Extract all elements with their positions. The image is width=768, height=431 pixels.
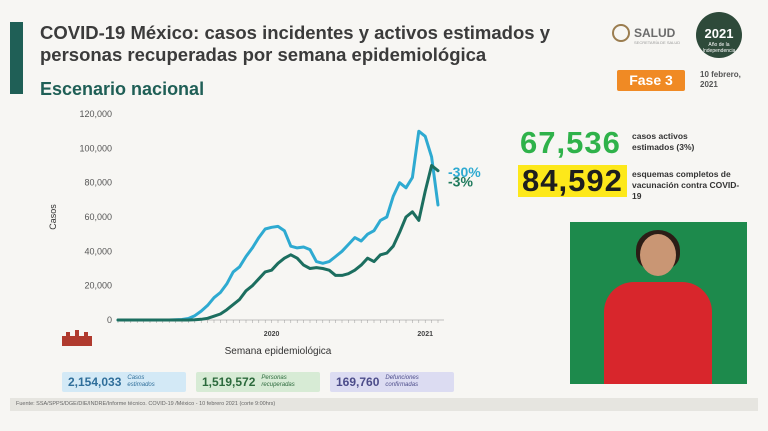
accent-bar — [10, 22, 23, 94]
y-tick-label: 0 — [107, 315, 112, 325]
stat-label: Casos estimados — [127, 375, 155, 388]
series-line-estimated — [116, 129, 440, 322]
y-tick-label: 120,000 — [79, 109, 112, 119]
report-date-line2: 2021 — [700, 80, 718, 89]
stats-row: 2,154,033 Casos estimados 1,519,572 Pers… — [62, 372, 454, 392]
stat-value: 1,519,572 — [202, 375, 256, 389]
y-tick-label: 80,000 — [84, 178, 112, 188]
slide-subtitle: Escenario nacional — [40, 79, 205, 99]
vaccination-label: esquemas completos de vacunación contra … — [632, 169, 740, 201]
interpreter-body — [604, 282, 712, 384]
y-axis-title: Casos — [48, 204, 58, 230]
interpreter-face — [640, 234, 676, 276]
active-cases-label: casos activos estimados (3%) — [632, 131, 695, 152]
y-tick-label: 20,000 — [84, 281, 112, 291]
series-line-recovered — [116, 164, 440, 322]
phase-badge: Fase 3 — [617, 70, 685, 91]
stat-label: Defunciones confirmadas — [385, 375, 419, 388]
salud-sub-label: SECRETARÍA DE SALUD — [634, 40, 681, 45]
stat-estimated-cases: 2,154,033 Casos estimados — [62, 372, 186, 392]
salud-label: SALUD — [634, 26, 676, 40]
x-year-label: 2020 — [264, 331, 280, 338]
year-logo-sub: Año de la Independencia — [702, 42, 736, 54]
report-date: 10 febrero, 2021 — [700, 70, 741, 90]
stat-label: Personas recuperadas — [261, 375, 295, 388]
x-year-label: 2021 — [417, 331, 433, 338]
series-end-label: -3% — [448, 174, 473, 190]
slide-title: COVID-19 México: casos incidentes y acti… — [40, 22, 550, 65]
stat-recovered: 1,519,572 Personas recuperadas — [196, 372, 320, 392]
y-tick-label: 60,000 — [84, 212, 112, 222]
series-end-label: -30% — [448, 164, 481, 180]
vaccination-value: 84,592 — [518, 165, 627, 197]
x-axis-title: Semana epidemiológica — [225, 346, 332, 357]
y-tick-label: 100,000 — [79, 143, 112, 153]
active-cases-value: 67,536 — [520, 125, 621, 160]
stat-deaths: 169,760 Defunciones confirmadas — [330, 372, 454, 392]
year-logo-year: 2021 — [704, 26, 734, 41]
source-footer: Fuente: SSA/SPPS/DGE/DIE/INDRE/Informe t… — [10, 398, 758, 411]
coat-of-arms-icon — [612, 24, 630, 42]
salud-logo: SALUD — [612, 24, 675, 42]
cases-line-chart: 0 20,000 40,000 60,000 80,000 100,000 120,000 2… — [48, 109, 481, 357]
year-logo: 2021 Año de la Independencia — [696, 12, 742, 58]
stat-value: 169,760 — [336, 375, 380, 389]
sign-language-interpreter-video — [570, 222, 747, 384]
building-icon — [62, 330, 92, 346]
stat-value: 2,154,033 — [68, 375, 122, 389]
report-date-line1: 10 febrero, — [700, 70, 741, 79]
y-tick-label: 40,000 — [84, 246, 112, 256]
